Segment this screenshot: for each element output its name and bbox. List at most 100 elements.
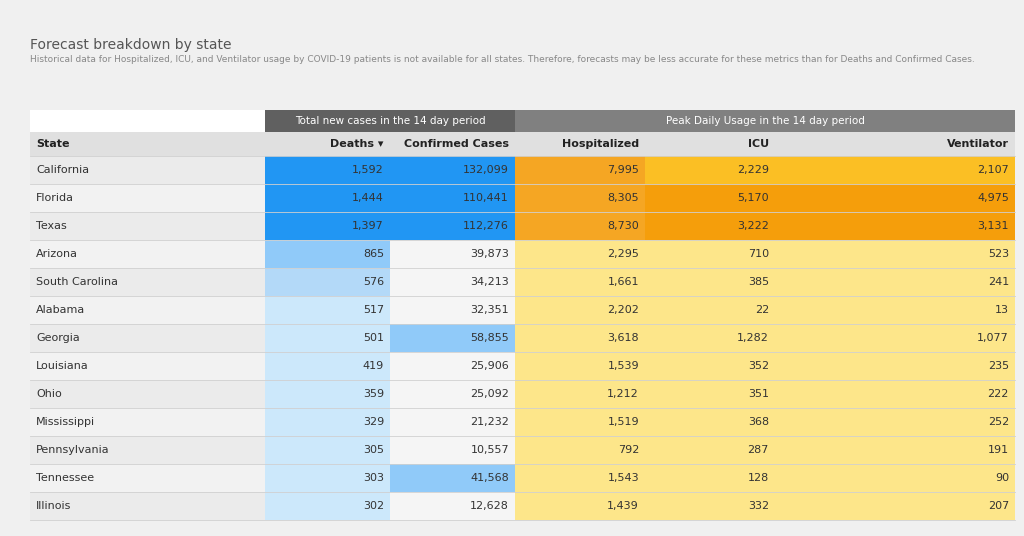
Text: 710: 710 [748, 249, 769, 259]
Text: 207: 207 [988, 501, 1009, 511]
Bar [265, 156, 390, 184]
Text: 351: 351 [748, 389, 769, 399]
Bar [30, 132, 1015, 156]
Bar [515, 184, 645, 212]
Text: Illinois: Illinois [36, 501, 72, 511]
Text: Historical data for Hospitalized, ICU, and Ventilator usage by COVID-19 patients: Historical data for Hospitalized, ICU, a… [30, 55, 975, 64]
Bar [265, 436, 390, 464]
Text: 3,618: 3,618 [607, 333, 639, 343]
Bar [390, 492, 515, 520]
Text: 21,232: 21,232 [470, 417, 509, 427]
Bar [30, 380, 265, 408]
Text: 865: 865 [362, 249, 384, 259]
Bar [645, 268, 775, 296]
Bar [775, 352, 1015, 380]
Bar [775, 324, 1015, 352]
Text: 2,202: 2,202 [607, 305, 639, 315]
Text: State: State [36, 139, 70, 149]
Bar [265, 184, 390, 212]
Text: 7,995: 7,995 [607, 165, 639, 175]
Bar [515, 268, 645, 296]
Text: 4,975: 4,975 [977, 193, 1009, 203]
Text: 1,444: 1,444 [352, 193, 384, 203]
Text: Confirmed Cases: Confirmed Cases [404, 139, 509, 149]
Bar [390, 240, 515, 268]
Text: Ventilator: Ventilator [947, 139, 1009, 149]
Text: Alabama: Alabama [36, 305, 85, 315]
Bar [265, 380, 390, 408]
Bar [30, 408, 265, 436]
Bar [775, 156, 1015, 184]
Bar [30, 156, 265, 184]
Bar [775, 240, 1015, 268]
Bar [645, 184, 775, 212]
Text: Total new cases in the 14 day period: Total new cases in the 14 day period [295, 116, 485, 126]
Bar [390, 156, 515, 184]
Text: 128: 128 [748, 473, 769, 483]
Text: 5,170: 5,170 [737, 193, 769, 203]
Text: 10,557: 10,557 [470, 445, 509, 455]
Bar [775, 212, 1015, 240]
Bar [265, 110, 515, 132]
Text: 110,441: 110,441 [463, 193, 509, 203]
Text: 1,543: 1,543 [607, 473, 639, 483]
Bar [515, 436, 645, 464]
Bar [30, 212, 265, 240]
Bar [775, 184, 1015, 212]
Bar [645, 408, 775, 436]
Bar [515, 212, 645, 240]
Text: 222: 222 [987, 389, 1009, 399]
Text: 22: 22 [755, 305, 769, 315]
Text: Forecast breakdown by state: Forecast breakdown by state [30, 38, 231, 52]
Text: 385: 385 [748, 277, 769, 287]
Text: Arizona: Arizona [36, 249, 78, 259]
Bar [515, 352, 645, 380]
Text: Pennsylvania: Pennsylvania [36, 445, 110, 455]
Text: 523: 523 [988, 249, 1009, 259]
Text: Texas: Texas [36, 221, 67, 231]
Bar [30, 184, 265, 212]
Text: 303: 303 [362, 473, 384, 483]
Bar [390, 268, 515, 296]
Text: 12,628: 12,628 [470, 501, 509, 511]
Bar [775, 268, 1015, 296]
Bar [515, 240, 645, 268]
Text: Louisiana: Louisiana [36, 361, 89, 371]
Text: 1,397: 1,397 [352, 221, 384, 231]
Text: 2,229: 2,229 [737, 165, 769, 175]
Text: Peak Daily Usage in the 14 day period: Peak Daily Usage in the 14 day period [666, 116, 864, 126]
Text: 302: 302 [362, 501, 384, 511]
Text: Deaths ▾: Deaths ▾ [331, 139, 384, 149]
Text: Ohio: Ohio [36, 389, 61, 399]
Bar [30, 296, 265, 324]
Bar [645, 240, 775, 268]
Bar [30, 240, 265, 268]
Text: 368: 368 [748, 417, 769, 427]
Text: 305: 305 [362, 445, 384, 455]
Bar [515, 408, 645, 436]
Text: 191: 191 [988, 445, 1009, 455]
Text: 34,213: 34,213 [470, 277, 509, 287]
Text: 90: 90 [995, 473, 1009, 483]
Text: 58,855: 58,855 [470, 333, 509, 343]
Bar [390, 324, 515, 352]
Text: 25,092: 25,092 [470, 389, 509, 399]
Bar [30, 464, 265, 492]
Bar [515, 110, 1015, 132]
Bar [515, 296, 645, 324]
Bar [645, 380, 775, 408]
Text: 2,295: 2,295 [607, 249, 639, 259]
Bar [515, 492, 645, 520]
Bar [775, 492, 1015, 520]
Text: 1,539: 1,539 [607, 361, 639, 371]
Bar [30, 268, 265, 296]
Text: 329: 329 [362, 417, 384, 427]
Bar [265, 212, 390, 240]
Bar [645, 436, 775, 464]
Text: 241: 241 [988, 277, 1009, 287]
Text: 25,906: 25,906 [470, 361, 509, 371]
Bar [265, 352, 390, 380]
Bar [775, 408, 1015, 436]
Text: 1,592: 1,592 [352, 165, 384, 175]
Text: 39,873: 39,873 [470, 249, 509, 259]
